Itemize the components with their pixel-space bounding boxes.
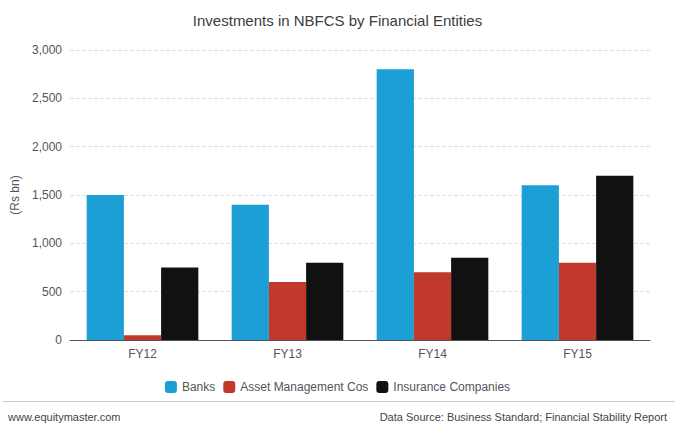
svg-text:(Rs bn): (Rs bn) — [8, 175, 22, 214]
svg-text:FY13: FY13 — [273, 347, 302, 361]
svg-text:500: 500 — [42, 285, 62, 299]
svg-text:0: 0 — [55, 333, 62, 347]
svg-text:Asset Management Cos: Asset Management Cos — [240, 380, 368, 394]
svg-text:Insurance Companies: Insurance Companies — [393, 380, 510, 394]
svg-text:2,500: 2,500 — [32, 91, 62, 105]
svg-text:Investments in NBFCS by Financ: Investments in NBFCS by Financial Entiti… — [193, 12, 482, 29]
svg-text:Banks: Banks — [182, 380, 215, 394]
svg-text:2,000: 2,000 — [32, 140, 62, 154]
svg-text:1,500: 1,500 — [32, 188, 62, 202]
svg-text:FY12: FY12 — [128, 347, 157, 361]
svg-text:Data Source: Business Standard: Data Source: Business Standard; Financia… — [380, 411, 667, 423]
svg-text:FY14: FY14 — [418, 347, 447, 361]
svg-text:www.equitymaster.com: www.equitymaster.com — [7, 411, 120, 423]
svg-text:FY15: FY15 — [563, 347, 592, 361]
svg-text:3,000: 3,000 — [32, 43, 62, 57]
svg-text:1,000: 1,000 — [32, 236, 62, 250]
